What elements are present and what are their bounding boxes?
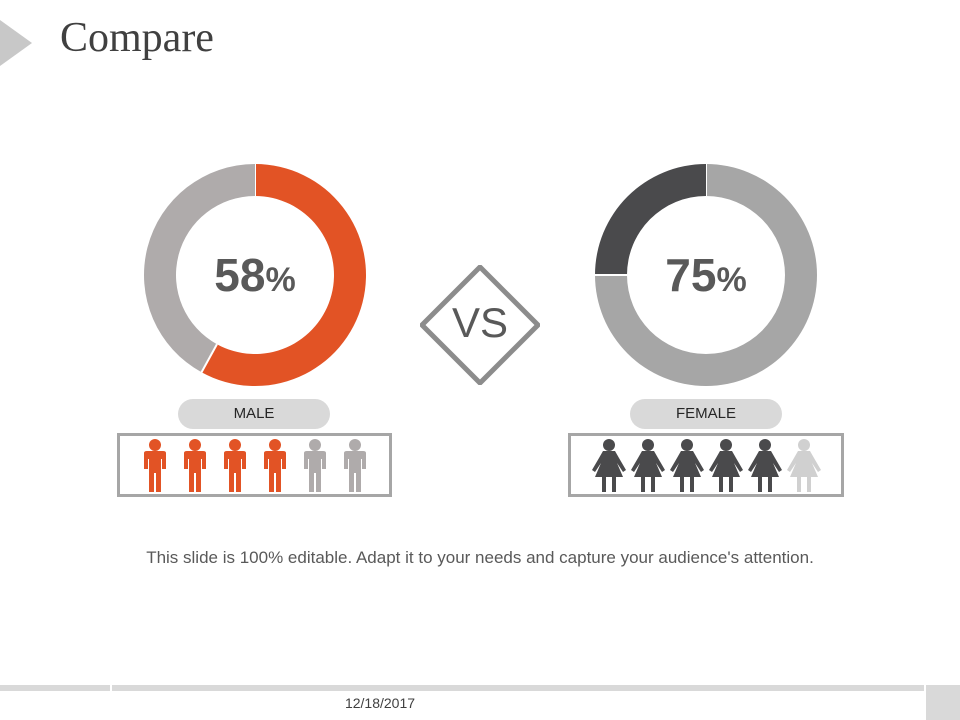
male-icon: [144, 439, 166, 492]
female-icon: [592, 439, 626, 492]
male-icon: [264, 439, 286, 492]
male-category-label: MALE: [178, 399, 330, 429]
female-percent-label: 75%: [626, 248, 786, 302]
female-category-label: FEMALE: [630, 399, 782, 429]
footer-corner-block: [926, 685, 960, 720]
female-icon-row: [592, 439, 821, 492]
vs-diamond-icon: [420, 265, 540, 385]
male-slice-separator: [200, 343, 218, 374]
female-icon: [709, 439, 743, 492]
footer-divider-left: [0, 685, 110, 691]
male-icon: [344, 439, 366, 492]
male-percent-label: 58%: [175, 248, 335, 302]
male-icon: [184, 439, 206, 492]
female-icon: [670, 439, 704, 492]
footer-divider: [112, 685, 924, 691]
male-percent-value: 58: [214, 249, 266, 301]
female-icon: [748, 439, 782, 492]
male-icon-row: [144, 439, 366, 492]
female-slice-highlight: [595, 164, 706, 275]
male-donut-chart: [144, 163, 366, 386]
female-icon: [787, 439, 821, 492]
female-percent-value: 75: [665, 249, 717, 301]
male-slice-highlight: [201, 164, 366, 386]
male-icon: [304, 439, 326, 492]
title-arrow-icon: [0, 20, 32, 66]
female-percent-unit: %: [716, 261, 747, 299]
female-icon: [631, 439, 665, 492]
vs-label: VS: [451, 299, 509, 346]
female-icons-box: [568, 433, 844, 497]
male-slice-rest: [144, 164, 255, 373]
footer-date: 12/18/2017: [344, 695, 416, 711]
male-percent-unit: %: [265, 261, 296, 299]
male-icon: [224, 439, 246, 492]
slide-caption: This slide is 100% editable. Adapt it to…: [146, 548, 814, 567]
male-icons-box: [117, 433, 392, 497]
female-donut-chart: [594, 163, 817, 386]
page-title: Compare: [60, 15, 214, 61]
